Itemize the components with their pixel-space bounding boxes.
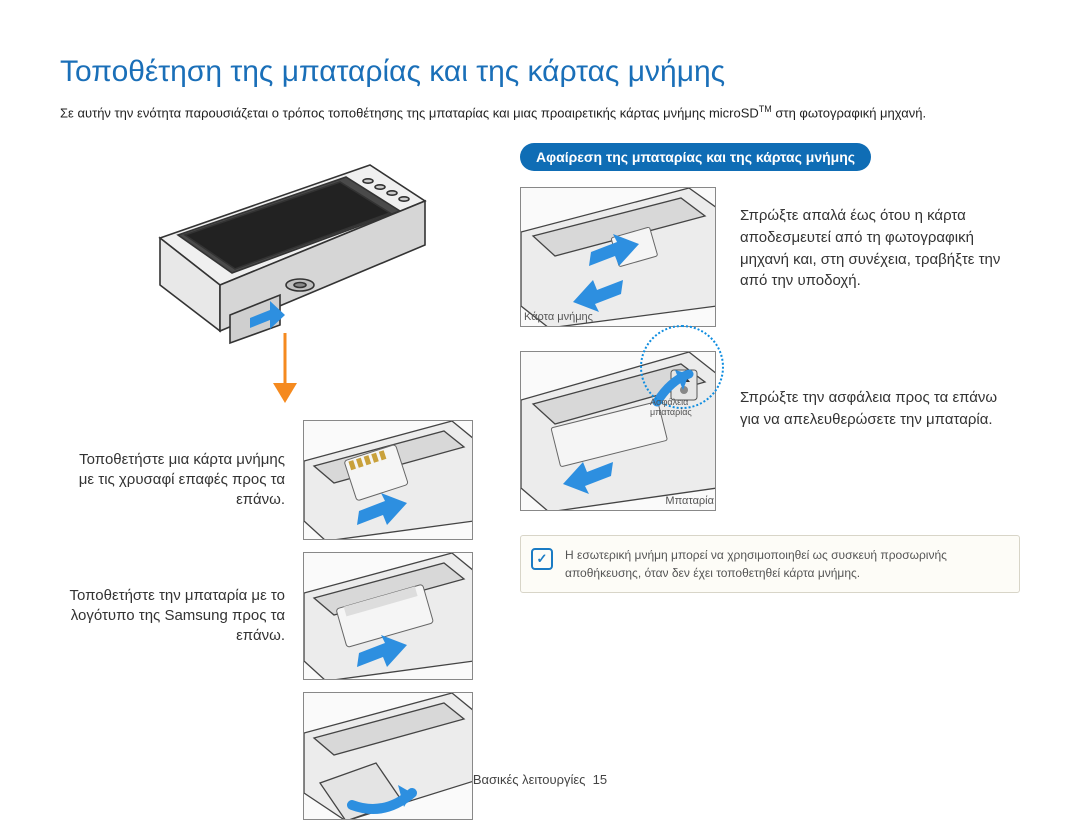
- right-column: Αφαίρεση της μπαταρίας και της κάρτας μν…: [520, 143, 1020, 820]
- step-card-insert: Τοποθετήστε μια κάρτα μνήμης με τις χρυσ…: [60, 420, 490, 540]
- note-icon: ✓: [531, 548, 553, 570]
- caption-card: Κάρτα μνήμης: [524, 311, 593, 323]
- intro-text: Σε αυτήν την ενότητα παρουσιάζεται ο τρό…: [60, 103, 1020, 123]
- footer-page: 15: [593, 772, 607, 787]
- thumb-close-door: [303, 692, 473, 820]
- thumb-battery-insert: [303, 552, 473, 680]
- orange-arrow-icon: [265, 333, 325, 413]
- remove-battery-text: Σπρώξτε την ασφάλεια προς τα επάνω για ν…: [740, 351, 1020, 431]
- camera-illustration: [100, 143, 435, 353]
- remove-card-text: Σπρώξτε απαλά έως ότου η κάρτα αποδεσμευ…: [740, 187, 1020, 292]
- caption-lock: Ασφάλεια μπαταρίας: [650, 397, 720, 417]
- thumb-card-insert: [303, 420, 473, 540]
- note-text: Η εσωτερική μνήμη μπορεί να χρησιμοποιηθ…: [565, 548, 947, 580]
- step-battery-insert: Τοποθετήστε την μπαταρία με το λογότυπο …: [60, 552, 490, 680]
- intro-part1: Σε αυτήν την ενότητα παρουσιάζεται ο τρό…: [60, 105, 759, 120]
- content-area: Τοποθετήστε μια κάρτα μνήμης με τις χρυσ…: [60, 143, 1020, 820]
- step2-text: Τοποθετήστε την μπαταρία με το λογότυπο …: [60, 586, 285, 647]
- section-pill: Αφαίρεση της μπαταρίας και της κάρτας μν…: [520, 143, 871, 171]
- thumb-remove-card: [520, 187, 716, 327]
- caption-battery: Μπαταρία: [665, 495, 714, 507]
- intro-part2: στη φωτογραφική μηχανή.: [772, 105, 926, 120]
- step1-text: Τοποθετήστε μια κάρτα μνήμης με τις χρυσ…: [60, 450, 285, 511]
- page-title: Τοποθέτηση της μπαταρίας και της κάρτας …: [60, 55, 1020, 89]
- page-footer: Βασικές λειτουργίες 15: [0, 772, 1080, 787]
- intro-sup: TM: [759, 104, 772, 114]
- remove-card-row: Κάρτα μνήμης Σπρώξτε απαλά έως ότου η κά…: [520, 187, 1020, 327]
- footer-label: Βασικές λειτουργίες: [473, 772, 586, 787]
- remove-battery-row: Ασφάλεια μπαταρίας Μπαταρία Σπρώξτε την …: [520, 351, 1020, 511]
- note-box: ✓ Η εσωτερική μνήμη μπορεί να χρησιμοποι…: [520, 535, 1020, 593]
- left-column: Τοποθετήστε μια κάρτα μνήμης με τις χρυσ…: [60, 143, 490, 820]
